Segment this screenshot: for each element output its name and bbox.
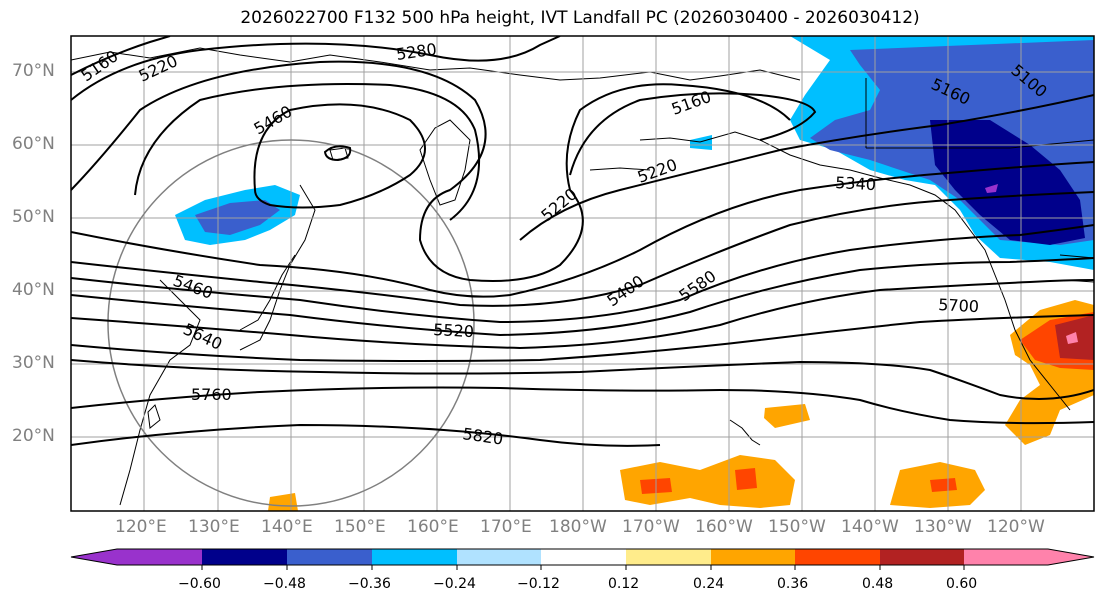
colorbar-segment: [795, 549, 880, 565]
lat-label: 50°N: [12, 207, 55, 227]
lon-label: 120°W: [987, 517, 1045, 537]
lat-label: 30°N: [12, 353, 55, 373]
ivt-positive-shading: [268, 300, 1094, 511]
lon-label: 170°E: [480, 517, 532, 537]
landfall-region-circle: [107, 139, 475, 507]
lon-label: 130°W: [914, 517, 972, 537]
lat-label: 60°N: [12, 134, 55, 154]
colorbar: [70, 548, 1095, 570]
lon-label: 140°E: [261, 517, 313, 537]
lon-label: 130°E: [188, 517, 240, 537]
colorbar-segment: [287, 549, 372, 565]
lon-label: 150°E: [334, 517, 386, 537]
lon-label: 180°W: [549, 517, 607, 537]
colorbar-segment: [457, 549, 541, 565]
colorbar-segment: [117, 549, 202, 565]
lon-label: 160°E: [407, 517, 459, 537]
colorbar-tick-label: −0.12: [517, 576, 560, 592]
colorbar-tick-label: 0.24: [693, 576, 725, 592]
colorbar-tick-label: −0.36: [348, 576, 391, 592]
colorbar-tick-label: 0.12: [608, 576, 640, 592]
coastlines: [71, 47, 1071, 506]
colorbar-segment: [372, 549, 457, 565]
colorbar-segment: [880, 549, 964, 565]
lat-label: 20°N: [12, 426, 55, 446]
lon-label: 170°W: [622, 517, 680, 537]
map-frame: [70, 35, 1095, 512]
colorbar-segment: [202, 549, 287, 565]
colorbar-outline: [70, 548, 1095, 566]
lon-label: 120°E: [115, 517, 167, 537]
contour-label: 5520: [433, 320, 475, 341]
lat-label: 40°N: [12, 280, 55, 300]
colorbar-segment: [711, 549, 795, 565]
colorbar-tick-label: 0.36: [777, 576, 809, 592]
lon-label: 160°W: [695, 517, 753, 537]
colorbar-segment: [964, 549, 1048, 565]
colorbar-segment: [626, 549, 711, 565]
colorbar-tick-label: −0.24: [433, 576, 476, 592]
colorbar-segment: [541, 549, 626, 565]
colorbar-tick-label: −0.48: [263, 576, 306, 592]
contour-label: 5700: [938, 295, 980, 316]
lon-label: 140°W: [841, 517, 899, 537]
colorbar-tick-label: 0.60: [946, 576, 978, 592]
colorbar-segment: [1048, 549, 1094, 565]
colorbar-tick-label: −0.60: [178, 576, 221, 592]
contour-label: 5760: [191, 385, 232, 404]
colorbar-tick-label: 0.48: [862, 576, 894, 592]
height-contours: [71, 36, 1094, 447]
lat-label: 70°N: [12, 61, 55, 81]
map-title: 2026022700 F132 500 hPa height, IVT Land…: [240, 8, 920, 28]
lon-label: 150°W: [768, 517, 826, 537]
colorbar-segment: [71, 549, 117, 565]
contour-label: 5340: [835, 173, 877, 194]
